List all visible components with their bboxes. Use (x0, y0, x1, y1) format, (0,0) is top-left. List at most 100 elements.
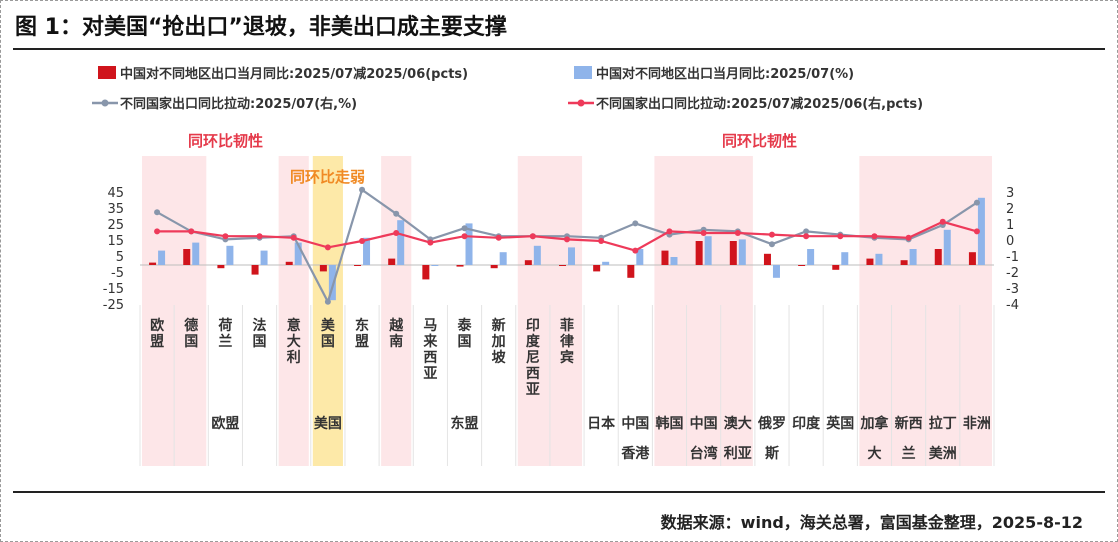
category-label-line2: 大 (867, 445, 881, 462)
left-tick-label: 45 (107, 186, 124, 201)
bar-change (729, 241, 737, 265)
category-label-line2: 香港 (620, 445, 650, 462)
point-change (939, 218, 946, 225)
point-change (461, 233, 468, 240)
legend-swatch-change-line-marker (577, 99, 585, 107)
category-label: 德 (184, 317, 198, 334)
right-tick-label: 1 (1006, 218, 1014, 233)
point-change (905, 234, 912, 241)
point-change (734, 230, 741, 236)
category-label: 印 (526, 317, 540, 334)
bar-level (294, 242, 302, 265)
point-level (461, 225, 468, 232)
right-tick-label: 2 (1006, 202, 1014, 217)
category-label: 盟 (150, 334, 164, 350)
category-label: 度 (526, 333, 541, 350)
bar-change (661, 250, 669, 265)
bar-change (388, 258, 396, 265)
category-label: 澳大 (724, 415, 752, 432)
source-rule (13, 491, 1105, 493)
category-label: 利 (287, 349, 301, 366)
point-change (393, 230, 400, 236)
category-label: 菲 (560, 317, 574, 334)
category-label: 非洲 (963, 415, 991, 432)
bar-level (704, 236, 712, 265)
category-label: 中国 (690, 415, 718, 432)
bar-level (465, 223, 473, 265)
point-level (768, 241, 775, 248)
bar-change (183, 249, 191, 265)
bar-change (593, 265, 601, 272)
category-label: 大 (287, 333, 301, 350)
category-label: 尼 (526, 350, 540, 366)
bar-level (943, 229, 951, 265)
category-label: 马 (423, 318, 437, 334)
point-change (256, 233, 263, 240)
annotation-right-resilience: 同环比韧性 (722, 132, 797, 150)
category-label: 兰 (218, 333, 232, 350)
point-level (803, 228, 810, 235)
category-label: 国 (458, 334, 472, 350)
point-level (154, 209, 161, 216)
category-label: 盟 (355, 334, 369, 350)
bar-change (934, 249, 942, 265)
category-label: 拉丁 (929, 415, 957, 432)
lines (154, 186, 980, 305)
point-change (803, 233, 810, 240)
category-label: 来 (422, 334, 438, 350)
right-tick-label: 3 (1006, 186, 1014, 201)
bar-change (524, 260, 532, 265)
group-label: 美国 (314, 415, 342, 432)
category-label: 荷 (217, 317, 232, 334)
category-label: 宾 (560, 349, 574, 366)
category-label: 日本 (587, 415, 616, 432)
bar-level (260, 250, 268, 265)
group-label: 欧盟 (211, 415, 239, 432)
bar-level (670, 257, 678, 265)
left-tick-label: 15 (107, 234, 124, 249)
legend: 中国对不同地区出口当月同比:2025/07减2025/06(pcts) 中国对不… (92, 66, 923, 112)
bar-level (841, 252, 849, 265)
bar-level (226, 245, 234, 265)
bar-change (900, 260, 908, 265)
right-tick-label: -2 (1006, 266, 1019, 281)
category-label-line2: 斯 (765, 445, 779, 462)
point-change (768, 231, 775, 238)
category-label: 国 (321, 334, 335, 350)
shade-band (381, 156, 412, 466)
category-label: 亚 (423, 366, 437, 382)
annotation-us-weak: 同环比走弱 (290, 168, 365, 186)
bar-level (499, 252, 507, 265)
legend-swatch-level-line-marker (101, 99, 109, 107)
bar-change (251, 265, 259, 275)
bar-level (431, 265, 439, 266)
bar-change (695, 241, 703, 265)
legend-swatch-change-bar (98, 66, 116, 79)
category-label: 新西 (895, 415, 923, 432)
right-tick-label: -1 (1006, 250, 1019, 265)
category-label: 韩国 (655, 415, 683, 432)
point-change (598, 238, 605, 244)
left-tick-label: -15 (103, 282, 124, 297)
right-tick-label: 0 (1006, 234, 1014, 249)
category-label: 美 (321, 317, 336, 334)
bar-level (568, 247, 575, 265)
bars (149, 197, 985, 301)
legend-label-change-bar: 中国对不同地区出口当月同比:2025/07减2025/06(pcts) (120, 66, 468, 82)
bar-level (397, 220, 405, 265)
point-level (393, 210, 400, 217)
left-tick-label: 5 (116, 250, 124, 265)
legend-label-level-line: 不同国家出口同比拉动:2025/07(右,%) (120, 96, 357, 112)
shade-band (654, 156, 753, 466)
category-label: 英国 (825, 415, 854, 432)
category-label: 意 (287, 317, 301, 334)
category-label: 律 (560, 333, 574, 350)
category-label: 加 (491, 334, 506, 350)
left-tick-label: 35 (107, 202, 124, 217)
point-change (359, 238, 366, 244)
category-label: 越 (388, 317, 404, 334)
bar-change (456, 265, 464, 267)
bar-level (875, 253, 883, 265)
